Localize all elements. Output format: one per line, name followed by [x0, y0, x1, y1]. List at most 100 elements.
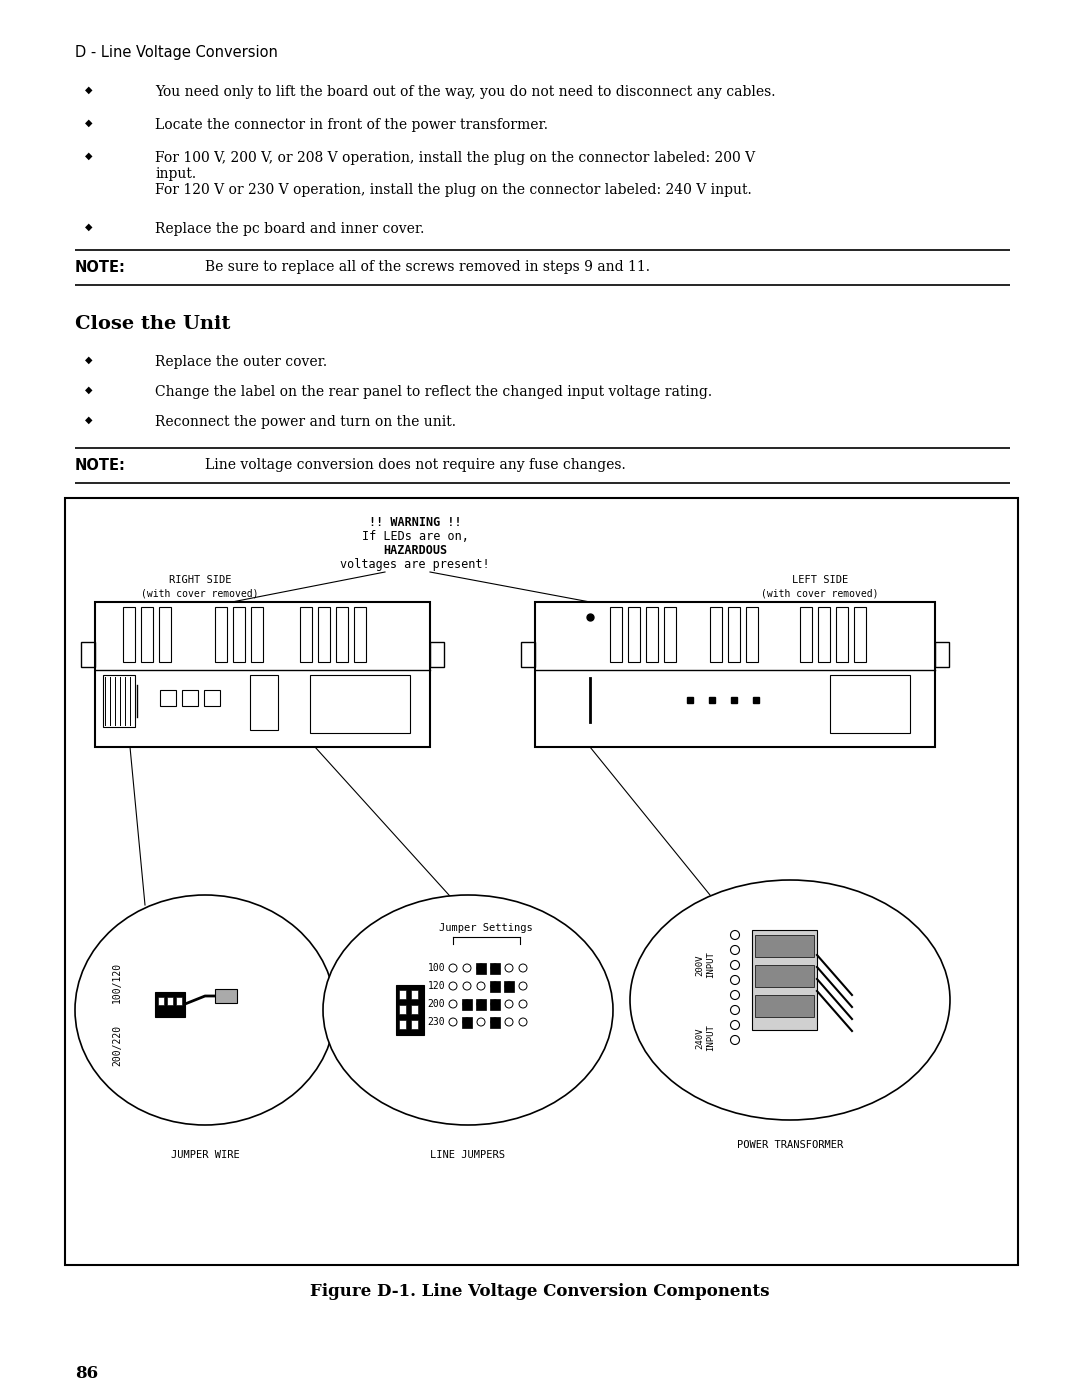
Text: Line voltage conversion does not require any fuse changes.: Line voltage conversion does not require… [205, 458, 625, 472]
Text: Change the label on the rear panel to reflect the changed input voltage rating.: Change the label on the rear panel to re… [156, 386, 712, 400]
Bar [411, 1020, 418, 1030]
Bar [249, 675, 278, 731]
Bar [215, 989, 237, 1003]
Text: LINE JUMPERS: LINE JUMPERS [431, 1150, 505, 1160]
Text: D - Line Voltage Conversion: D - Line Voltage Conversion [75, 45, 278, 60]
Bar [167, 997, 173, 1004]
Text: ◆: ◆ [85, 117, 93, 129]
Text: 86: 86 [75, 1365, 98, 1382]
Text: NOTE:: NOTE: [75, 260, 126, 275]
Text: RIGHT SIDE: RIGHT SIDE [168, 576, 231, 585]
Bar [65, 497, 1018, 1266]
Text: (with cover removed): (with cover removed) [141, 588, 259, 598]
Text: !! WARNING !!: !! WARNING !! [368, 515, 461, 529]
Bar [476, 963, 486, 974]
Bar [95, 602, 430, 747]
Bar [399, 1004, 406, 1014]
Text: NOTE:: NOTE: [75, 458, 126, 474]
Text: ◆: ◆ [85, 355, 93, 365]
Text: Locate the connector in front of the power transformer.: Locate the connector in front of the pow… [156, 117, 548, 131]
Bar [176, 997, 183, 1004]
Bar [854, 608, 866, 662]
Bar [610, 608, 622, 662]
Bar [490, 1017, 500, 1028]
Bar [141, 608, 153, 662]
Bar [627, 608, 640, 662]
Bar [800, 608, 812, 662]
Bar [935, 643, 949, 666]
Text: ◆: ◆ [85, 386, 93, 395]
Bar [755, 965, 814, 988]
Bar [710, 608, 723, 662]
Ellipse shape [323, 895, 613, 1125]
Text: For 120 V or 230 V operation, install the plug on the connector labeled: 240 V i: For 120 V or 230 V operation, install th… [156, 183, 752, 197]
Bar [160, 690, 176, 705]
Bar [399, 1020, 406, 1030]
Bar [476, 999, 486, 1010]
Bar [318, 608, 330, 662]
Text: Replace the outer cover.: Replace the outer cover. [156, 355, 327, 369]
Bar [310, 675, 410, 733]
Bar [504, 981, 514, 992]
Bar [158, 997, 164, 1004]
Text: Reconnect the power and turn on the unit.: Reconnect the power and turn on the unit… [156, 415, 456, 429]
Bar [535, 602, 935, 747]
Text: ◆: ◆ [85, 85, 93, 95]
Text: ◆: ◆ [85, 415, 93, 425]
Bar [462, 999, 472, 1010]
Text: JUMPER WIRE: JUMPER WIRE [171, 1150, 240, 1160]
Text: 240V
INPUT: 240V INPUT [694, 1024, 715, 1052]
Bar [411, 1004, 418, 1014]
Bar [396, 985, 424, 1035]
Bar [123, 608, 135, 662]
Text: J353: J353 [401, 1007, 411, 1032]
Bar [204, 690, 220, 705]
Bar [233, 608, 245, 662]
Bar [755, 935, 814, 957]
Text: 230: 230 [428, 1017, 445, 1027]
Bar [411, 990, 418, 999]
Bar [728, 608, 740, 662]
Text: 200: 200 [428, 999, 445, 1009]
Text: Figure D-1. Line Voltage Conversion Components: Figure D-1. Line Voltage Conversion Comp… [310, 1282, 770, 1301]
Bar [836, 608, 848, 662]
Bar [746, 608, 758, 662]
Text: Be sure to replace all of the screws removed in steps 9 and 11.: Be sure to replace all of the screws rem… [205, 260, 650, 274]
Bar [462, 1017, 472, 1028]
Bar [81, 643, 95, 666]
Text: POWER TRANSFORMER: POWER TRANSFORMER [737, 1140, 843, 1150]
Text: 200/220: 200/220 [112, 1024, 122, 1066]
Bar [646, 608, 658, 662]
Text: HAZARDOUS: HAZARDOUS [383, 543, 447, 557]
Text: LEFT SIDE: LEFT SIDE [792, 576, 848, 585]
Text: Jumper Settings: Jumper Settings [440, 923, 532, 933]
Bar [103, 675, 135, 726]
Text: You need only to lift the board out of the way, you do not need to disconnect an: You need only to lift the board out of t… [156, 85, 775, 99]
Bar [354, 608, 366, 662]
Text: For 100 V, 200 V, or 208 V operation, install the plug on the connector labeled:: For 100 V, 200 V, or 208 V operation, in… [156, 151, 755, 165]
Text: 200V
INPUT: 200V INPUT [694, 951, 715, 978]
Bar [183, 690, 198, 705]
Bar [490, 999, 500, 1010]
Bar [490, 981, 500, 992]
Text: 100/120: 100/120 [112, 961, 122, 1003]
Bar [300, 608, 312, 662]
Text: If LEDs are on,: If LEDs are on, [362, 529, 469, 543]
Text: 120: 120 [428, 981, 445, 990]
Ellipse shape [75, 895, 335, 1125]
Bar [251, 608, 264, 662]
Text: input.: input. [156, 168, 197, 182]
Text: (with cover removed): (with cover removed) [761, 588, 879, 598]
Bar [818, 608, 831, 662]
Bar [490, 963, 500, 974]
Bar [159, 608, 171, 662]
Bar [831, 675, 910, 733]
Ellipse shape [630, 880, 950, 1120]
Bar [752, 930, 816, 1030]
Bar [215, 608, 227, 662]
Bar [521, 643, 535, 666]
Text: Replace the pc board and inner cover.: Replace the pc board and inner cover. [156, 222, 424, 236]
Bar [399, 990, 406, 999]
Text: voltages are present!: voltages are present! [340, 557, 490, 571]
Bar [430, 643, 444, 666]
